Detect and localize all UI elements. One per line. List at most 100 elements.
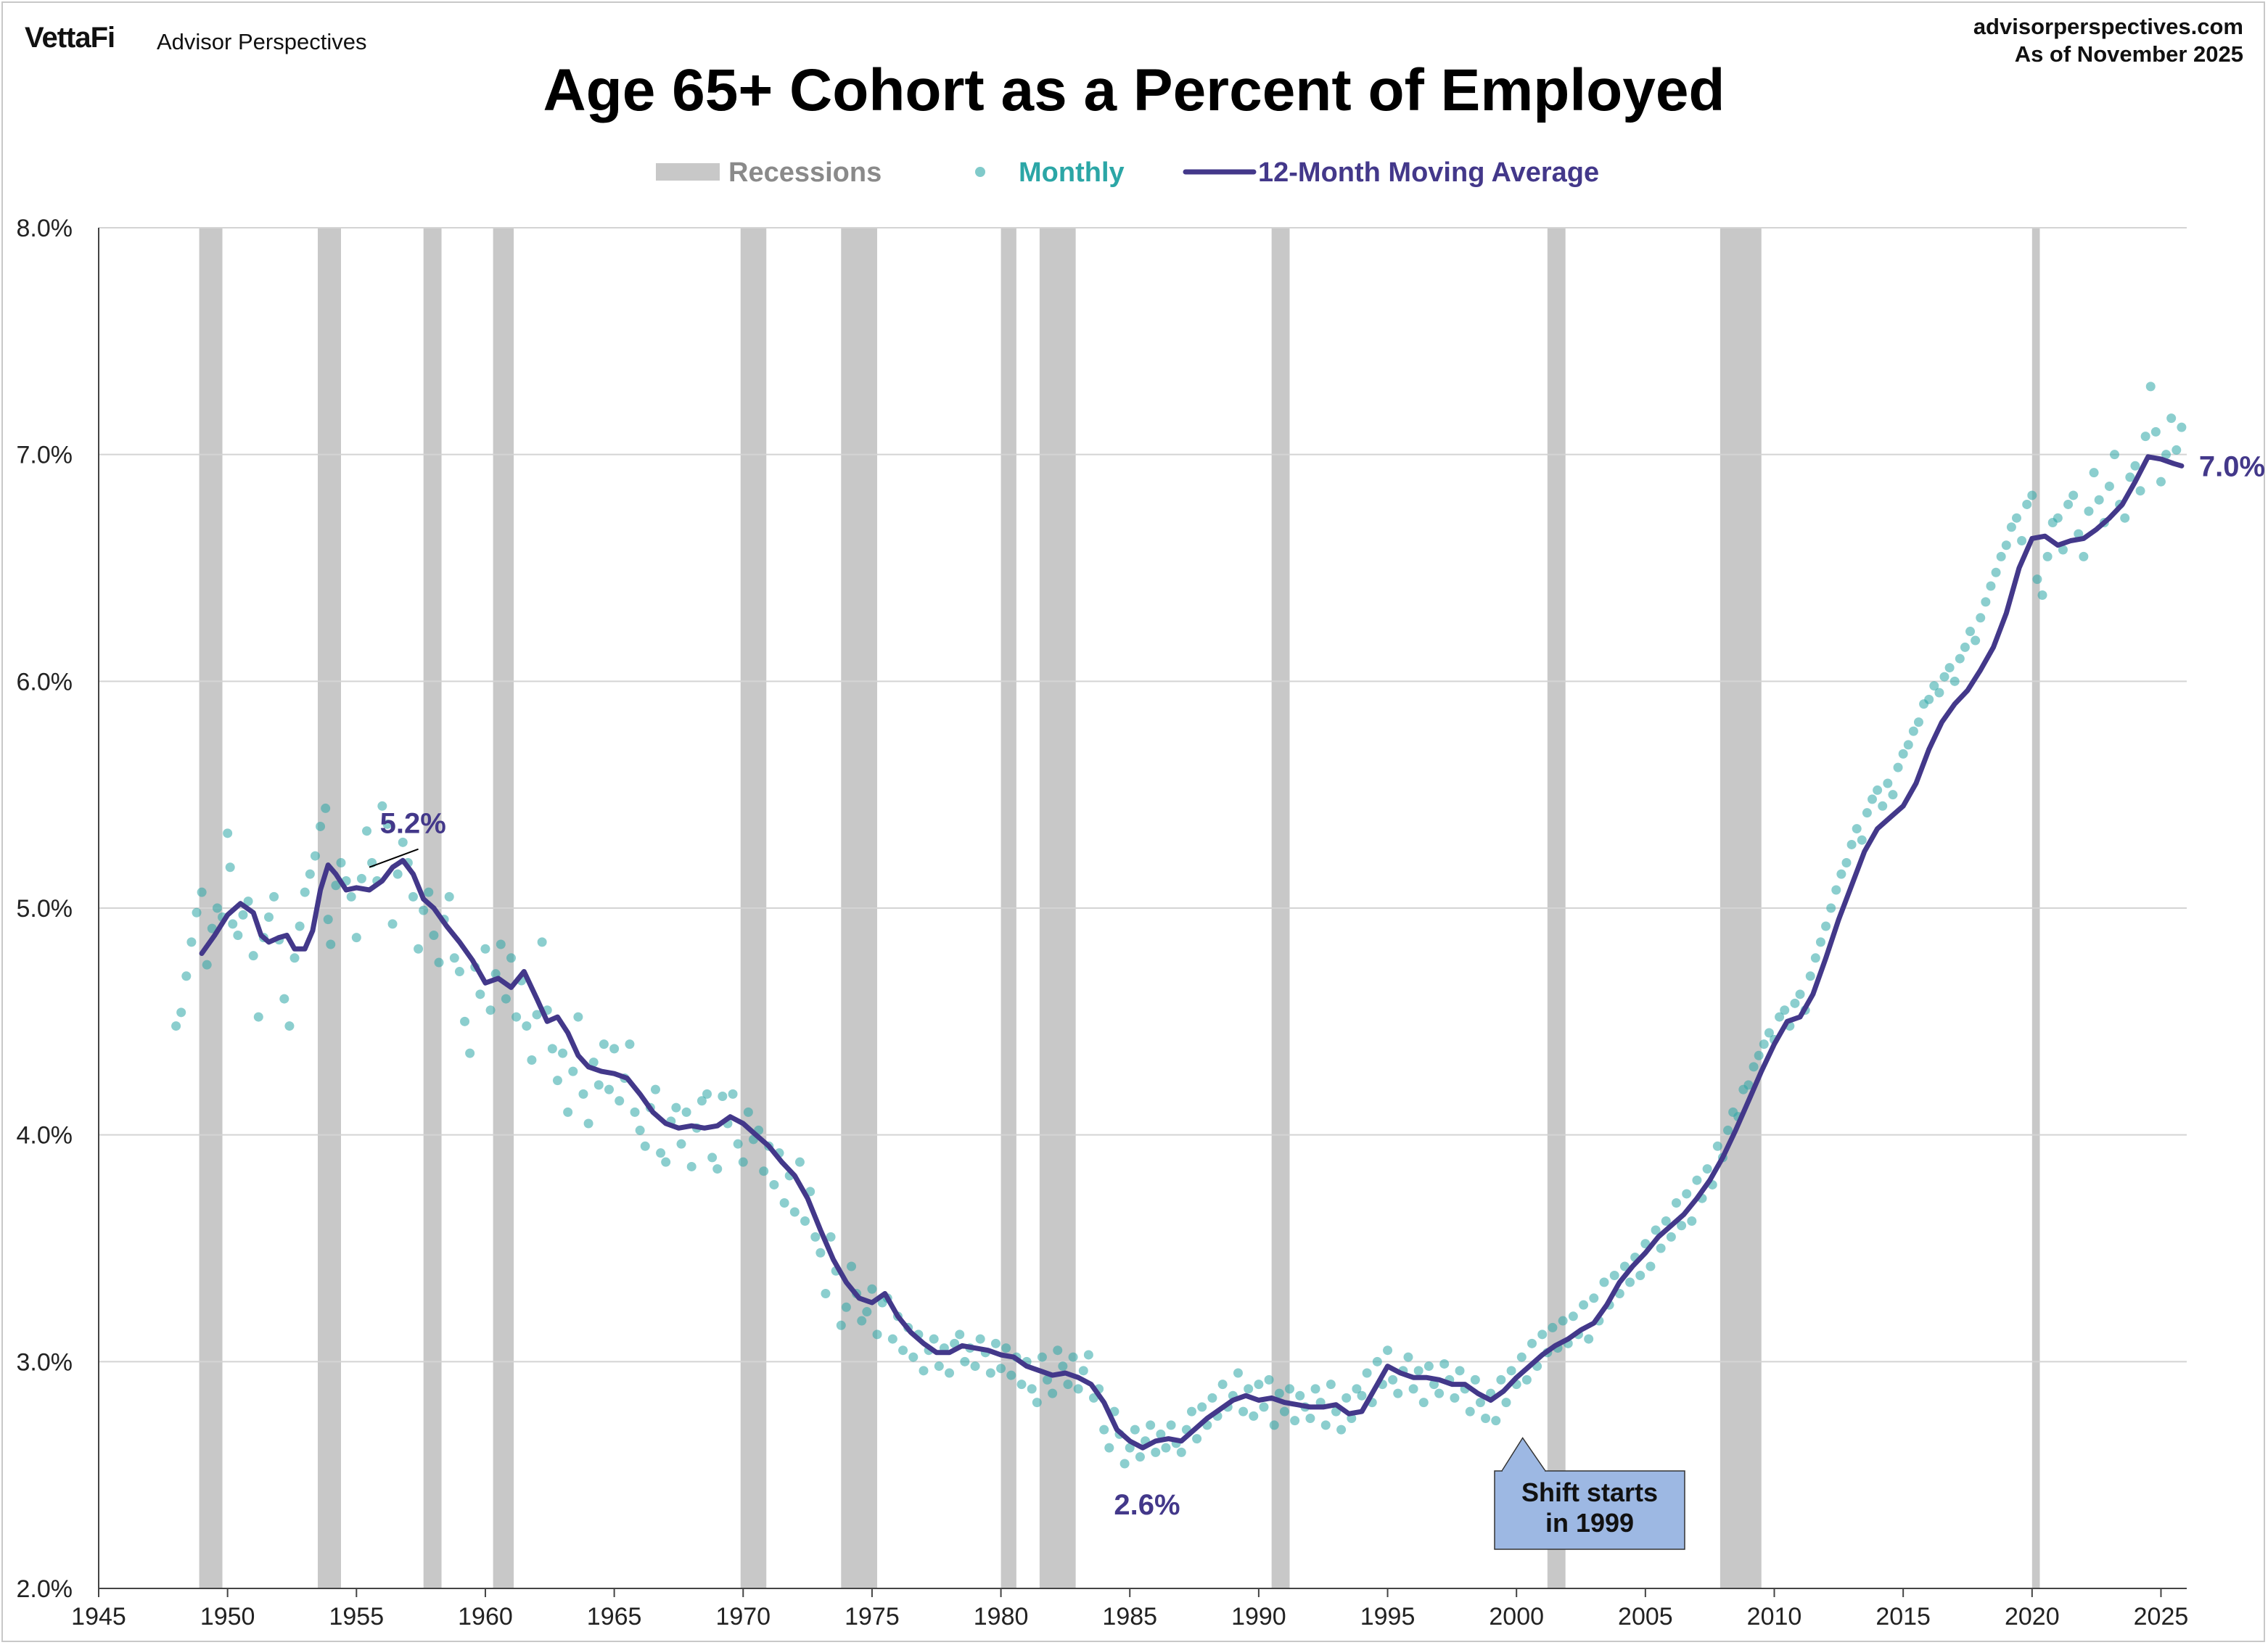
monthly-point [192,907,202,918]
monthly-point [604,1084,615,1094]
monthly-point [480,944,490,954]
monthly-point [955,1329,965,1340]
monthly-point [1352,1384,1362,1394]
monthly-point [362,826,372,836]
monthly-point [1068,1352,1078,1362]
monthly-point [2145,382,2156,392]
monthly-point [444,891,454,902]
monthly-point [424,887,434,897]
monthly-point [1893,762,1903,772]
monthly-point [2104,481,2114,491]
monthly-point [2156,477,2166,487]
monthly-point [1795,989,1805,999]
latest-value-label: 7.0% [2199,450,2265,482]
monthly-point [1130,1425,1140,1435]
monthly-point [238,910,248,920]
monthly-point [2032,574,2042,585]
monthly-point [625,1039,635,1050]
monthly-point [2037,590,2047,601]
x-tick-label: 1965 [587,1603,642,1630]
monthly-point [1810,953,1820,963]
monthly-point [382,819,393,829]
monthly-point [1135,1452,1145,1462]
monthly-point [583,1118,593,1129]
monthly-point [202,960,212,970]
monthly-point [522,1021,532,1031]
monthly-point [1357,1390,1367,1401]
monthly-point [243,896,253,907]
monthly-point [738,1157,748,1167]
monthly-point [1058,1361,1068,1372]
monthly-point [253,1012,263,1022]
monthly-point [563,1107,573,1117]
monthly-point [1413,1366,1423,1376]
monthly-point [867,1284,877,1294]
monthly-point [1465,1406,1475,1417]
monthly-point [1362,1368,1372,1378]
monthly-point [336,857,346,867]
monthly-point [702,1089,712,1099]
monthly-point [1233,1368,1243,1378]
as-of-date: As of November 2025 [2014,41,2243,67]
monthly-point [2135,486,2145,496]
monthly-point [1599,1277,1609,1287]
monthly-point [233,931,243,941]
monthly-point [1841,857,1852,867]
monthly-point [1295,1390,1305,1401]
x-tick-label: 1945 [71,1603,126,1630]
monthly-point [501,994,511,1004]
monthly-point [934,1361,944,1372]
callout-pointer [1500,1437,1547,1472]
monthly-point [929,1334,939,1344]
monthly-point [269,891,279,902]
site-url[interactable]: advisorperspectives.com [1973,14,2243,39]
monthly-point [1619,1261,1630,1271]
monthly-point [1687,1216,1697,1226]
monthly-point [2140,432,2150,442]
monthly-point [1625,1277,1635,1287]
monthly-point [1475,1398,1485,1408]
monthly-point [1908,726,1918,736]
monthly-point [248,951,258,961]
vettafi-logo: VettaFi [25,22,115,54]
monthly-point [2063,499,2074,509]
monthly-point [1775,1012,1785,1022]
monthly-point [284,1021,295,1031]
callout-joint [1503,1470,1545,1473]
monthly-point [898,1345,908,1356]
monthly-point [1846,839,1857,849]
monthly-point [434,957,444,968]
monthly-point [1001,1343,1011,1353]
monthly-point [743,1107,753,1117]
monthly-point [356,873,366,883]
monthly-point [1125,1443,1135,1453]
monthly-point [1470,1374,1480,1385]
monthly-point [1429,1380,1439,1390]
monthly-point [1976,613,1986,623]
monthly-point [821,1289,831,1299]
monthly-point [419,905,429,915]
monthly-point [2177,422,2187,432]
monthly-point [1063,1380,1073,1390]
monthly-point [1949,676,1960,686]
monthly-point [593,1080,604,1090]
monthly-point [676,1139,686,1149]
legend-moving-average-label: 12-Month Moving Average [1258,157,1599,188]
monthly-point [718,1092,728,1102]
monthly-point [2017,535,2027,545]
x-tick-label: 1985 [1102,1603,1157,1630]
monthly-point [1527,1338,1537,1348]
monthly-point [1408,1384,1418,1394]
monthly-point [1078,1366,1088,1376]
monthly-point [841,1302,851,1312]
monthly-point [707,1153,718,1163]
monthly-point [1868,794,1878,804]
monthly-point [2022,499,2032,509]
monthly-point [326,939,336,949]
monthly-point [2058,545,2068,555]
monthly-point [1692,1175,1702,1185]
monthly-point [1037,1352,1047,1362]
monthly-point [316,821,326,831]
monthly-point [552,1076,562,1086]
monthly-point [1481,1414,1491,1423]
